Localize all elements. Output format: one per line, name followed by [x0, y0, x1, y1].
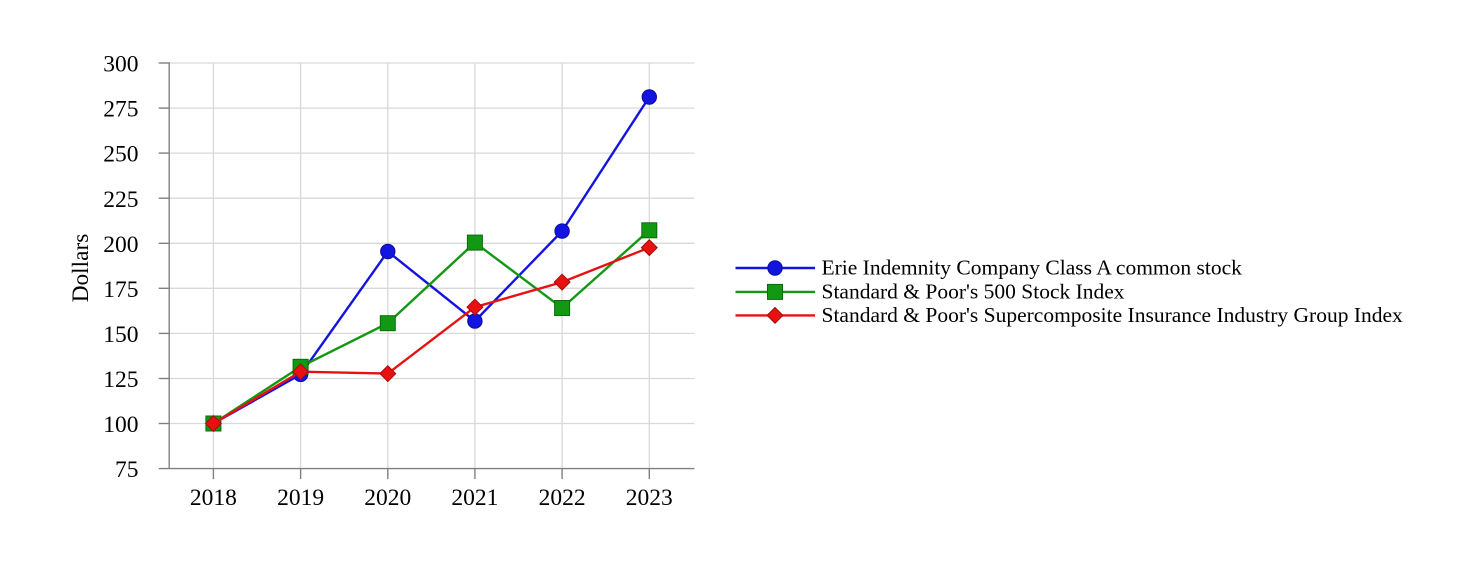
- svg-text:125: 125: [103, 367, 138, 393]
- svg-text:100: 100: [103, 412, 138, 438]
- svg-text:2019: 2019: [277, 485, 324, 511]
- svg-text:225: 225: [103, 187, 138, 213]
- svg-text:Standard & Poor's 500 Stock In: Standard & Poor's 500 Stock Index: [822, 279, 1125, 303]
- svg-text:Standard & Poor's Supercomposi: Standard & Poor's Supercomposite Insuran…: [822, 303, 1404, 327]
- svg-text:2018: 2018: [190, 485, 237, 511]
- svg-text:300: 300: [103, 52, 138, 78]
- svg-text:Erie Indemnity Company Class A: Erie Indemnity Company Class A common st…: [822, 255, 1243, 279]
- svg-text:2023: 2023: [626, 485, 673, 511]
- svg-text:75: 75: [115, 457, 139, 483]
- svg-text:175: 175: [103, 277, 138, 303]
- svg-text:2020: 2020: [364, 485, 411, 511]
- svg-text:2021: 2021: [451, 485, 498, 511]
- svg-text:200: 200: [103, 232, 138, 258]
- svg-text:250: 250: [103, 142, 138, 168]
- svg-text:2022: 2022: [539, 485, 586, 511]
- svg-text:150: 150: [103, 322, 138, 348]
- svg-text:Dollars: Dollars: [68, 234, 94, 303]
- svg-text:275: 275: [103, 97, 138, 123]
